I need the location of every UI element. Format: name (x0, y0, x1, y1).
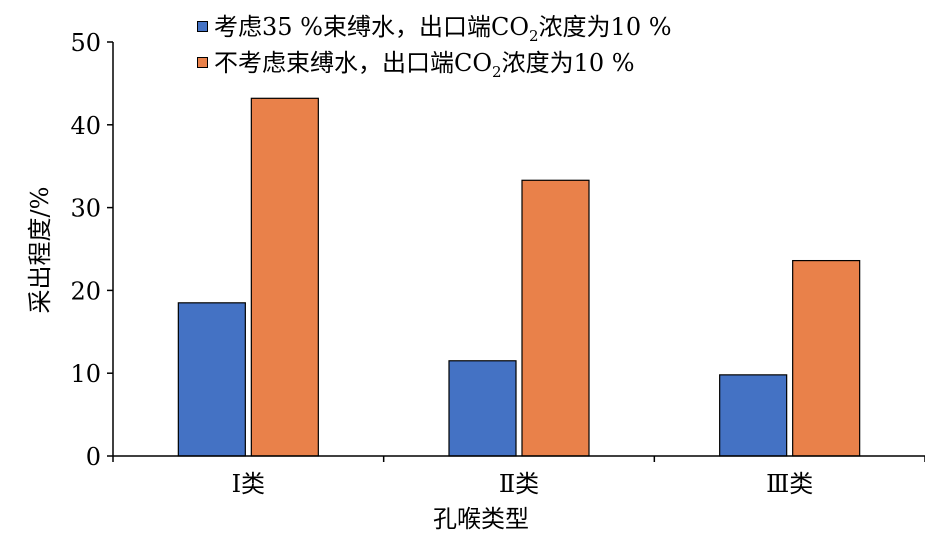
legend-label-series-1: 考虑35 %束缚水，出口端CO2浓度为10 % (214, 13, 672, 45)
legend-item-series-1: 考虑35 %束缚水，出口端CO2浓度为10 % (197, 8, 672, 45)
y-tick-label: 20 (70, 277, 101, 305)
x-axis-title: 孔喉类型 (433, 505, 529, 533)
legend-item-series-2: 不考虑束缚水，出口端CO2浓度为10 % (197, 44, 672, 81)
y-tick-label: 30 (70, 195, 101, 223)
legend-swatch-series-1 (197, 20, 208, 32)
y-tick-label: 10 (70, 360, 101, 388)
y-tick-label: 40 (70, 112, 101, 140)
bar-series-2-category-2 (521, 179, 590, 457)
bar-series-2-category-3 (792, 259, 861, 457)
bar-series-2-category-1 (250, 97, 319, 457)
x-tick-label: Ⅰ类 (232, 470, 265, 498)
x-tick-label: Ⅱ类 (499, 470, 539, 498)
bar-series-1-category-3 (719, 374, 788, 457)
legend-label-series-2: 不考虑束缚水，出口端CO2浓度为10 % (214, 49, 635, 81)
x-tick-label: Ⅲ类 (766, 470, 813, 498)
x-axis-ticks: Ⅰ类 Ⅱ类 Ⅲ类 (112, 456, 925, 498)
bar-series-1-category-2 (448, 360, 517, 457)
chart-legend: 考虑35 %束缚水，出口端CO2浓度为10 % 不考虑束缚水，出口端CO2浓度为… (197, 8, 672, 81)
legend-swatch-series-2 (197, 56, 208, 68)
y-axis-ticks: 0 10 20 30 40 50 (70, 29, 113, 471)
y-axis-title: 采出程度/% (26, 187, 54, 314)
bars-group (177, 97, 861, 457)
bar-series-1-category-1 (177, 302, 246, 457)
y-tick-label: 50 (70, 29, 101, 57)
y-tick-label: 0 (86, 443, 101, 471)
